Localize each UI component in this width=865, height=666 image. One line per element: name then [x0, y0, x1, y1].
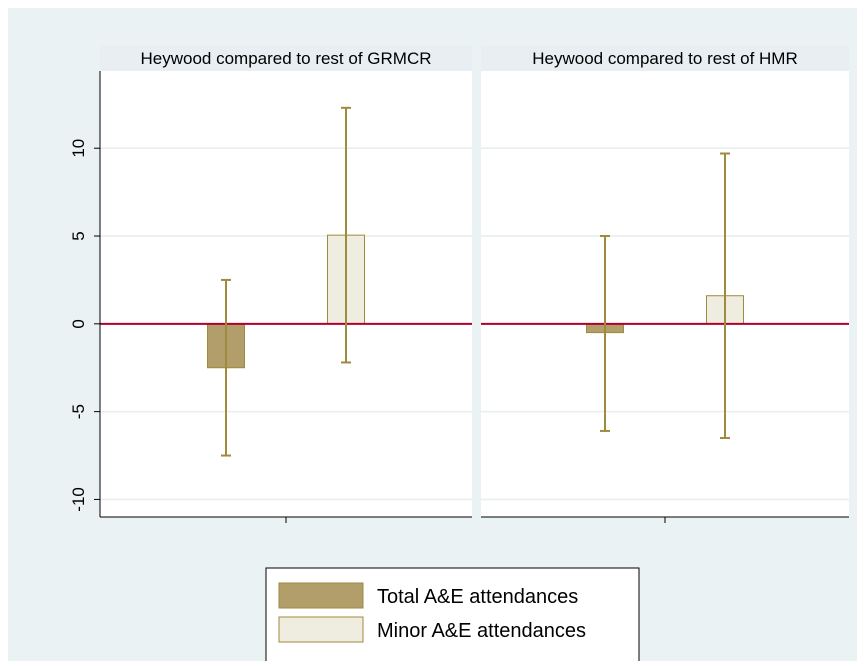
chart-figure: Heywood compared to rest of GRMCR Heywood…: [8, 8, 857, 664]
legend-label: Total A&E attendances: [377, 586, 578, 608]
chart-svg: Heywood compared to rest of GRMCR Heywood…: [69, 46, 849, 664]
legend: Total A&E attendances Minor A&E attendanc…: [265, 567, 640, 664]
y-tick-label: 0: [69, 319, 88, 328]
legend-swatch-minor: [278, 616, 364, 643]
legend-box: [265, 567, 640, 664]
panel-title-strip: [100, 46, 472, 71]
y-tick-label: -5: [69, 404, 88, 419]
panel-title: Heywood compared to rest of GRMCR: [141, 49, 432, 68]
panel-title-strip: [481, 46, 849, 71]
panel-1: Heywood compared to rest of GRMCR: [100, 46, 472, 523]
panel-title: Heywood compared to rest of HMR: [532, 49, 798, 68]
legend-label: Minor A&E attendances: [377, 620, 586, 642]
y-tick-label: 10: [69, 139, 88, 158]
plot-area: [481, 71, 849, 517]
plot-area: [100, 71, 472, 517]
panel-2: Heywood compared to rest of HMR: [481, 46, 849, 523]
y-tick-label: -10: [69, 487, 88, 512]
y-tick-label: 5: [69, 231, 88, 240]
legend-swatch-total: [278, 582, 364, 609]
